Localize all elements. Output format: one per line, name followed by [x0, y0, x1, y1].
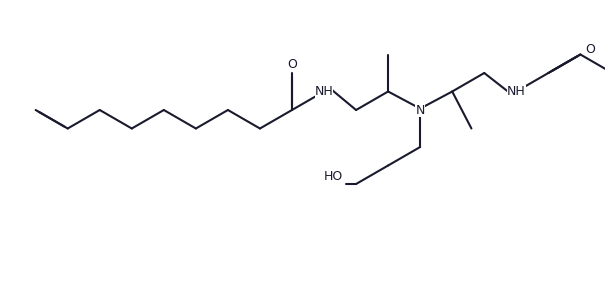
Text: NH: NH: [315, 85, 333, 98]
Text: HO: HO: [324, 170, 343, 182]
Text: O: O: [586, 43, 595, 56]
Text: N: N: [416, 103, 425, 116]
Text: O: O: [287, 58, 297, 71]
Text: NH: NH: [507, 85, 526, 98]
